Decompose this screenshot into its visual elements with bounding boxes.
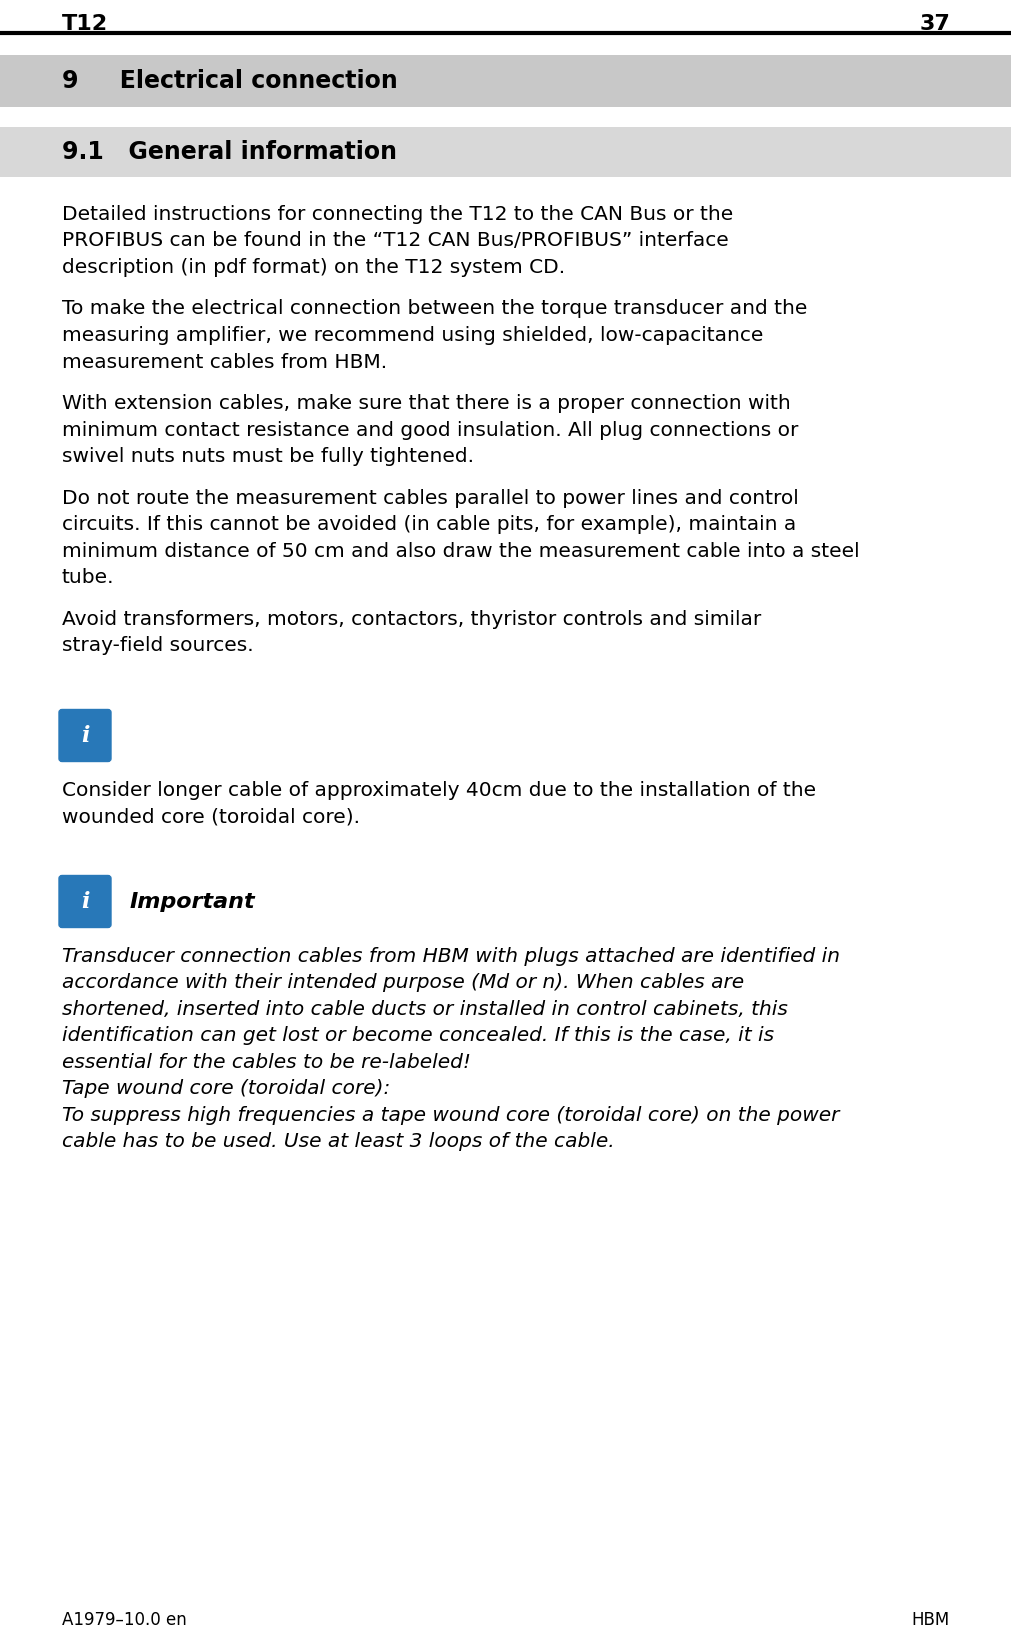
Text: measurement cables from HBM.: measurement cables from HBM.: [62, 352, 387, 372]
Text: T12: T12: [62, 13, 108, 35]
Text: 9     Electrical connection: 9 Electrical connection: [62, 69, 397, 93]
Text: swivel nuts nuts must be fully tightened.: swivel nuts nuts must be fully tightened…: [62, 448, 473, 466]
Text: description (in pdf format) on the T12 system CD.: description (in pdf format) on the T12 s…: [62, 258, 564, 278]
Bar: [0, 127, 1011, 177]
Text: wounded core (toroidal core).: wounded core (toroidal core).: [62, 806, 360, 826]
Text: Avoid transformers, motors, contactors, thyristor controls and similar: Avoid transformers, motors, contactors, …: [62, 610, 760, 628]
Text: 37: 37: [918, 13, 949, 35]
Text: i: i: [81, 890, 89, 912]
Text: measuring amplifier, we recommend using shielded, low-capacitance: measuring amplifier, we recommend using …: [62, 325, 762, 345]
Text: identification can get lost or become concealed. If this is the case, it is: identification can get lost or become co…: [62, 1026, 773, 1046]
Text: i: i: [81, 725, 89, 747]
Text: Important: Important: [129, 892, 256, 912]
Text: tube.: tube.: [62, 568, 114, 586]
Text: To make the electrical connection between the torque transducer and the: To make the electrical connection betwee…: [62, 299, 807, 319]
Text: Do not route the measurement cables parallel to power lines and control: Do not route the measurement cables para…: [62, 489, 798, 507]
FancyBboxPatch shape: [59, 876, 111, 927]
Text: With extension cables, make sure that there is a proper connection with: With extension cables, make sure that th…: [62, 393, 790, 413]
Text: PROFIBUS can be found in the “T12 CAN Bus/PROFIBUS” interface: PROFIBUS can be found in the “T12 CAN Bu…: [62, 231, 728, 251]
Text: minimum distance of 50 cm and also draw the measurement cable into a steel: minimum distance of 50 cm and also draw …: [62, 542, 858, 560]
Text: Tape wound core (toroidal core):: Tape wound core (toroidal core):: [62, 1079, 390, 1099]
Text: circuits. If this cannot be avoided (in cable pits, for example), maintain a: circuits. If this cannot be avoided (in …: [62, 515, 796, 534]
Text: Consider longer cable of approximately 40cm due to the installation of the: Consider longer cable of approximately 4…: [62, 780, 815, 800]
Text: essential for the cables to be re-labeled!: essential for the cables to be re-labele…: [62, 1052, 470, 1072]
Text: Transducer connection cables from HBM with plugs attached are identified in: Transducer connection cables from HBM wi…: [62, 947, 839, 965]
Text: minimum contact resistance and good insulation. All plug connections or: minimum contact resistance and good insu…: [62, 421, 798, 439]
Text: accordance with their intended purpose (Md or n). When cables are: accordance with their intended purpose (…: [62, 973, 743, 991]
Text: stray-field sources.: stray-field sources.: [62, 636, 254, 654]
Text: shortened, inserted into cable ducts or installed in control cabinets, this: shortened, inserted into cable ducts or …: [62, 999, 788, 1019]
Text: 9.1   General information: 9.1 General information: [62, 140, 396, 164]
FancyBboxPatch shape: [59, 709, 111, 762]
Text: HBM: HBM: [911, 1611, 949, 1629]
Text: To suppress high frequencies a tape wound core (toroidal core) on the power: To suppress high frequencies a tape woun…: [62, 1105, 838, 1125]
Text: Detailed instructions for connecting the T12 to the CAN Bus or the: Detailed instructions for connecting the…: [62, 205, 733, 225]
Bar: [0, 55, 1011, 107]
Text: A1979–10.0 en: A1979–10.0 en: [62, 1611, 187, 1629]
Text: cable has to be used. Use at least 3 loops of the cable.: cable has to be used. Use at least 3 loo…: [62, 1132, 614, 1151]
